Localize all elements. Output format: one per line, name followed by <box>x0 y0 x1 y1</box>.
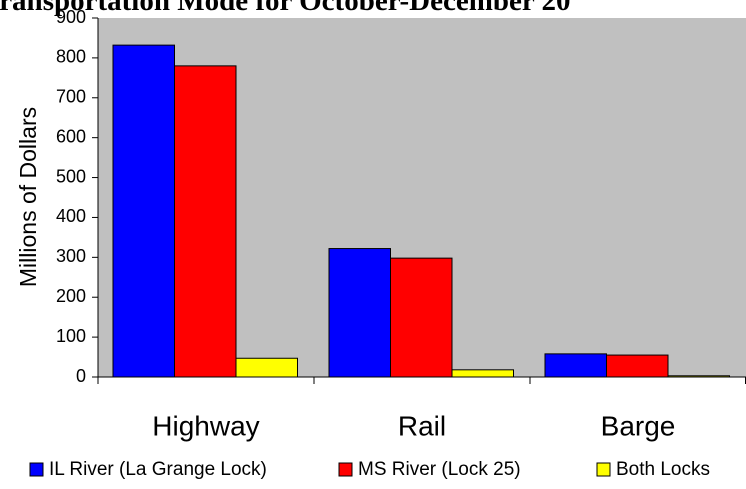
chart-title: Transportation Mode for October-December… <box>0 0 570 17</box>
bar <box>451 369 514 378</box>
bar <box>390 257 453 378</box>
y-tick-label: 200 <box>56 286 86 306</box>
bar <box>606 354 669 378</box>
legend-label: MS River (Lock 25) <box>358 459 521 480</box>
y-tick-label: 0 <box>76 366 86 386</box>
bar <box>328 248 391 378</box>
y-axis-label: Millions of Dollars <box>15 107 41 287</box>
y-tick-label: 600 <box>56 126 86 146</box>
x-tick-label: Highway <box>152 410 259 441</box>
bar <box>174 65 237 378</box>
y-tick-label: 100 <box>56 326 86 346</box>
bar <box>544 353 607 378</box>
bar <box>112 44 175 378</box>
legend-swatch <box>338 462 353 477</box>
legend-label: Both Locks <box>616 459 710 480</box>
y-tick-label: 700 <box>56 87 86 107</box>
y-tick-label: 900 <box>56 7 86 27</box>
y-tick-label: 800 <box>56 47 86 67</box>
x-tick-label: Rail <box>398 410 446 441</box>
bar <box>235 357 298 378</box>
x-tick-label: Barge <box>601 410 676 441</box>
legend-swatch <box>596 462 611 477</box>
y-tick-label: 400 <box>56 206 86 226</box>
y-tick-label: 300 <box>56 246 86 266</box>
legend-label: IL River (La Grange Lock) <box>49 459 267 480</box>
legend-swatch <box>29 462 44 477</box>
y-tick-label: 500 <box>56 166 86 186</box>
